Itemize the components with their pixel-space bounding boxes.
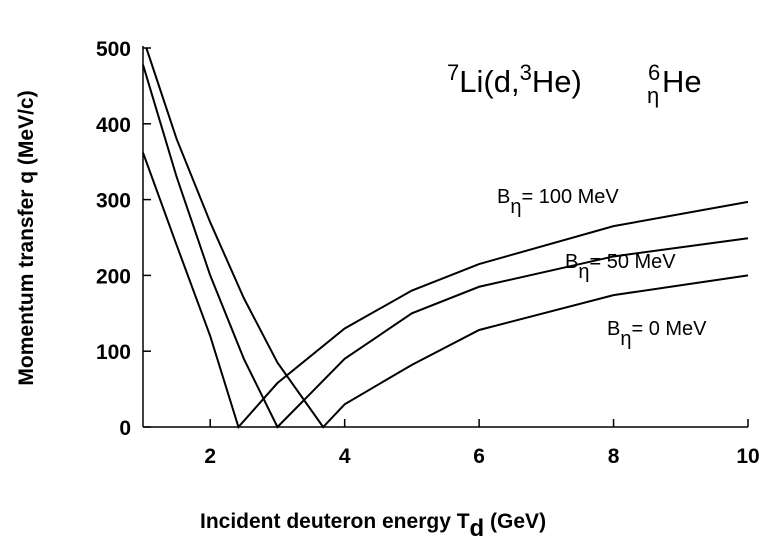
- y-axis-label: Momentum transfer q (MeV/c): [15, 90, 38, 385]
- series-label-part: B: [497, 186, 510, 208]
- reaction-part: Li(d,: [459, 64, 519, 99]
- series-label-part: B: [565, 251, 578, 273]
- series-label-part: B: [607, 318, 620, 340]
- y-tick-label: 300: [96, 190, 131, 213]
- series-label-part: = 50 MeV: [589, 251, 676, 273]
- line: [145, 47, 749, 429]
- series-label-part: η: [578, 261, 589, 283]
- y-tick-label: 0: [119, 417, 131, 440]
- y-tick-label: 400: [96, 114, 131, 137]
- reaction-part: 6: [648, 60, 660, 85]
- series-label: Bη= 100 MeV: [497, 186, 619, 218]
- x-label-part: d: [470, 515, 485, 542]
- line: [142, 64, 749, 429]
- x-label-part: Incident deuteron energy T: [200, 510, 470, 533]
- reaction-part: η: [647, 83, 659, 108]
- reaction-part: 7: [447, 60, 459, 85]
- x-tick-label: 8: [608, 445, 620, 468]
- line: [142, 152, 749, 429]
- x-axis-label: Incident deuteron energy Td (GeV): [200, 510, 546, 542]
- y-tick-label: 500: [96, 38, 131, 61]
- y-tick-label: 200: [96, 265, 131, 288]
- reaction-part: He: [662, 64, 702, 99]
- series-label-part: = 0 MeV: [631, 318, 707, 340]
- reaction-label: 7Li(d,3He): [447, 60, 582, 99]
- series-label-part: η: [620, 328, 631, 350]
- y-tick-label: 100: [96, 341, 131, 364]
- series-label-part: η: [510, 196, 521, 218]
- x-tick-label: 6: [473, 445, 485, 468]
- reaction-part: 3: [520, 60, 532, 85]
- series-label-part: = 100 MeV: [521, 186, 619, 208]
- series-label: Bη= 50 MeV: [565, 251, 676, 283]
- x-tick-label: 10: [736, 445, 759, 468]
- x-tick-label: 2: [204, 445, 216, 468]
- x-tick-label: 4: [339, 445, 351, 468]
- reaction-part: He): [532, 64, 582, 99]
- series-label: Bη= 0 MeV: [607, 318, 707, 350]
- x-label-part: (GeV): [484, 510, 546, 533]
